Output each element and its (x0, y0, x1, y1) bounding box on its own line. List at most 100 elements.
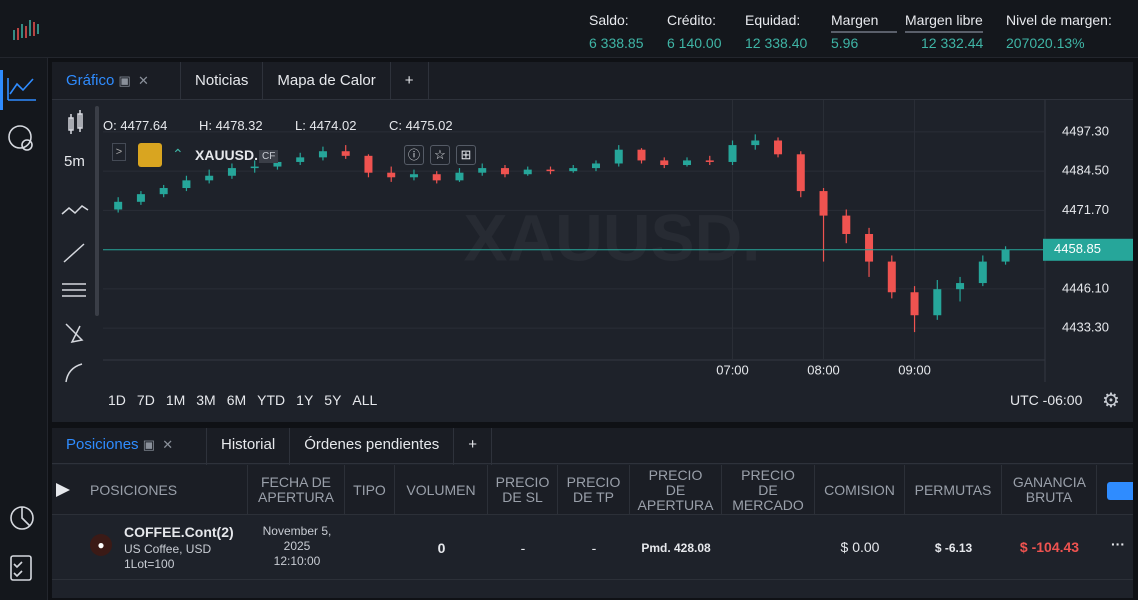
symbol-actions: ⓘ ☆ ⊞ (404, 145, 476, 165)
sl-price: - (520, 540, 526, 556)
tab-add[interactable]: + (391, 62, 429, 100)
table-row[interactable]: ● COFFEE.Cont(2) US Coffee, USD 1Lot=100… (52, 516, 1133, 580)
candle-body (273, 161, 282, 167)
candle-body (159, 188, 168, 195)
range-button[interactable]: 7D (136, 392, 155, 408)
column-header[interactable]: GANANCIA BRUTA (1002, 465, 1097, 515)
tab[interactable]: Noticias (181, 62, 264, 100)
ohlc-label: H: (199, 118, 212, 133)
tab-label[interactable]: Gráfico (66, 72, 115, 89)
range-button[interactable]: 1Y (296, 392, 314, 408)
symbol-badge: CF (259, 150, 279, 163)
column-header[interactable]: PRECIO DE MERCADO (722, 465, 815, 515)
add-button[interactable]: ⊞ (456, 145, 476, 165)
ohlc-value: 4477.64 (120, 118, 168, 133)
tab-add[interactable]: + (454, 428, 493, 466)
candle-body (591, 163, 600, 169)
sidebar-icons (0, 70, 36, 581)
ohlc-label: L: (295, 118, 306, 133)
tab[interactable]: Posiciones ▣ ✕ (52, 428, 207, 466)
column-header[interactable]: TIPO (345, 465, 395, 515)
range-button[interactable]: 3M (196, 392, 216, 408)
account-label: Margen (831, 12, 897, 33)
candle-body (637, 149, 646, 161)
info-button[interactable]: ⓘ (404, 145, 424, 165)
trend-arrow: ⌃ (172, 146, 184, 162)
favorite-button[interactable]: ☆ (430, 145, 450, 165)
positions-tabs: Posiciones ▣ ✕ Historial Órdenes pendien… (52, 428, 1133, 466)
tab[interactable]: Mapa de Calor (263, 62, 391, 100)
range-button[interactable]: 1D (108, 392, 126, 408)
chart: 4433.30 4446.10 4471.70 4484.50 4497.30 07:00… (103, 100, 1133, 382)
toggle[interactable] (1107, 482, 1133, 500)
top-bar: Saldo: 6 338.85 Crédito: 6 140.00 Equida… (0, 0, 1138, 58)
account-label: Margen libre (905, 12, 983, 33)
column-header[interactable]: PRECIO DE TP (558, 465, 630, 515)
range-button[interactable]: 1M (165, 392, 186, 408)
candle-body (478, 168, 487, 173)
range-button[interactable]: YTD (257, 392, 286, 408)
candle-body (956, 283, 965, 290)
candle-body (683, 160, 692, 166)
tab[interactable]: Órdenes pendientes (290, 428, 455, 466)
open-price: Pmd. 428.08 (641, 541, 711, 555)
y-tick-label: 4433.30 (1062, 320, 1109, 335)
y-tick-label: 4471.70 (1062, 202, 1109, 217)
symbol[interactable]: XAUUSD. (195, 147, 259, 163)
range-button[interactable]: 6M (226, 392, 247, 408)
candle-body (432, 174, 441, 181)
symbol-icon: ● (90, 534, 112, 556)
column-header[interactable]: POSICIONES (76, 465, 248, 515)
open-date: November 5, 2025 (262, 524, 332, 553)
candle-body (842, 215, 851, 234)
tab[interactable]: Gráfico ▣ ✕ (52, 62, 181, 100)
y-tick-label: 4484.50 (1062, 163, 1109, 178)
timeframe[interactable]: 5m (64, 153, 85, 170)
swaps: $ -6.13 (934, 541, 973, 555)
candle-body (705, 160, 714, 162)
positions-panel: Posiciones ▣ ✕ Historial Órdenes pendien… (52, 428, 1133, 598)
range-button[interactable]: ALL (352, 392, 378, 408)
logo (13, 20, 39, 40)
candle-body (250, 166, 259, 169)
last-price-label: 4458.85 (1054, 241, 1101, 256)
candle-body (318, 151, 327, 158)
last-price-box (1043, 238, 1133, 261)
column-header[interactable]: COMISION (815, 465, 905, 515)
tab-label[interactable]: Posiciones (66, 436, 139, 453)
candle-body (205, 175, 214, 181)
candle-body (910, 292, 919, 316)
position-description: US Coffee, USD (124, 542, 212, 556)
account-value: 5.96 (831, 35, 859, 51)
tab[interactable]: Historial (207, 428, 291, 466)
column-header[interactable]: PRECIO DE APERTURA (630, 465, 722, 515)
settings-button[interactable]: ⚙ (1102, 390, 1120, 412)
candle-body (660, 160, 669, 166)
column-header[interactable]: VOLUMEN (395, 465, 488, 515)
watermark: XAUUSD. (463, 200, 760, 274)
range-button[interactable]: 5Y (324, 392, 342, 408)
account-label: Saldo: (589, 12, 629, 28)
account-label: Nivel de margen: (1006, 12, 1112, 28)
candle-body (546, 169, 555, 172)
column-header[interactable]: PERMUTAS (905, 465, 1002, 515)
candle-body (728, 145, 737, 162)
collapse-button[interactable]: > (112, 143, 126, 161)
candle-body (500, 168, 509, 175)
row-menu[interactable]: ··· (1111, 536, 1125, 552)
candle-body (751, 140, 760, 146)
timezone[interactable]: UTC -06:00 (1010, 392, 1083, 408)
candle-body (887, 261, 896, 293)
candle-body (523, 169, 532, 175)
candle-body (978, 261, 987, 284)
ohlc-value: 4474.02 (309, 118, 357, 133)
candle-body (569, 168, 578, 172)
position-symbol: COFFEE.Cont(2) (124, 524, 234, 540)
candle-body (114, 201, 123, 210)
account-value: 12 332.44 (921, 35, 984, 51)
column-header[interactable]: FECHA DE APERTURA (248, 465, 345, 515)
column-header[interactable]: PRECIO DE SL (488, 465, 558, 515)
candle-body (136, 194, 145, 202)
